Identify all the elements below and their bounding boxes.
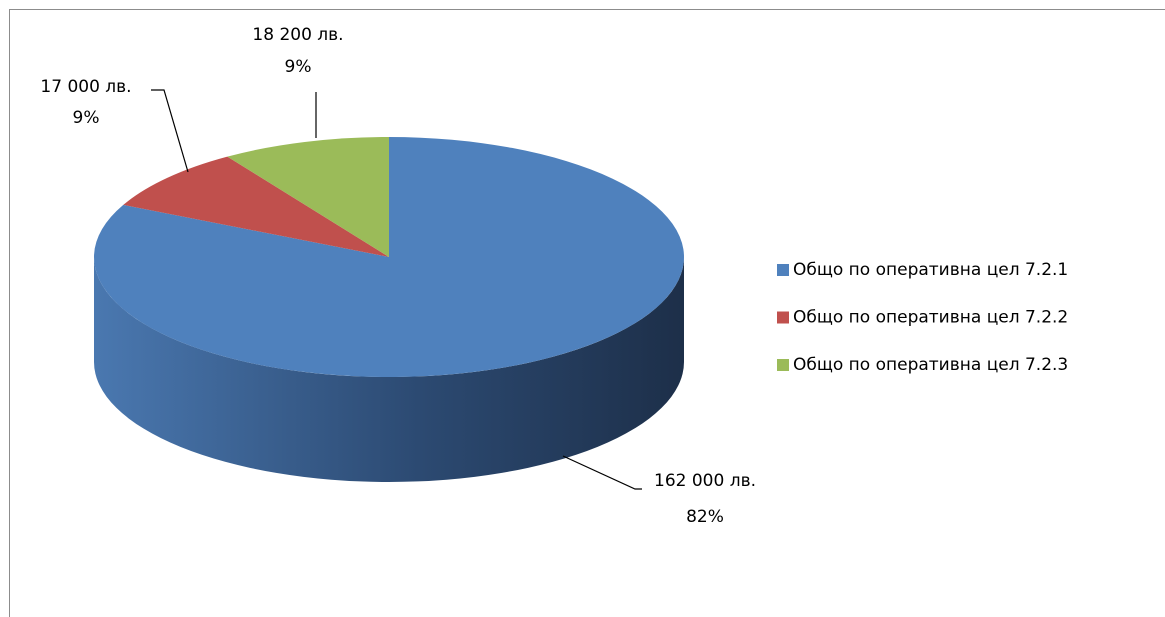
legend-swatch	[777, 311, 789, 324]
leader-line	[151, 89, 189, 173]
leader-line	[562, 455, 642, 490]
legend-label: Общо по оперативна цел 7.2.3	[793, 355, 1068, 375]
legend-swatch	[777, 359, 789, 371]
data-label: 18 200 лв.	[252, 25, 343, 45]
chart-frame	[9, 9, 1165, 617]
percent-label: 82%	[686, 507, 724, 527]
slice-side	[94, 257, 684, 482]
slice	[123, 156, 390, 257]
percent-label: 9%	[73, 108, 100, 128]
legend-label: Общо по оперативна цел 7.2.1	[793, 260, 1068, 280]
slice	[93, 137, 684, 378]
percent-label: 9%	[285, 57, 312, 77]
data-label: 162 000 лв.	[654, 471, 756, 491]
legend-swatch	[777, 264, 789, 276]
data-label: 17 000 лв.	[40, 77, 131, 97]
slice	[227, 137, 389, 257]
legend-label: Общо по оперативна цел 7.2.2	[793, 308, 1068, 328]
